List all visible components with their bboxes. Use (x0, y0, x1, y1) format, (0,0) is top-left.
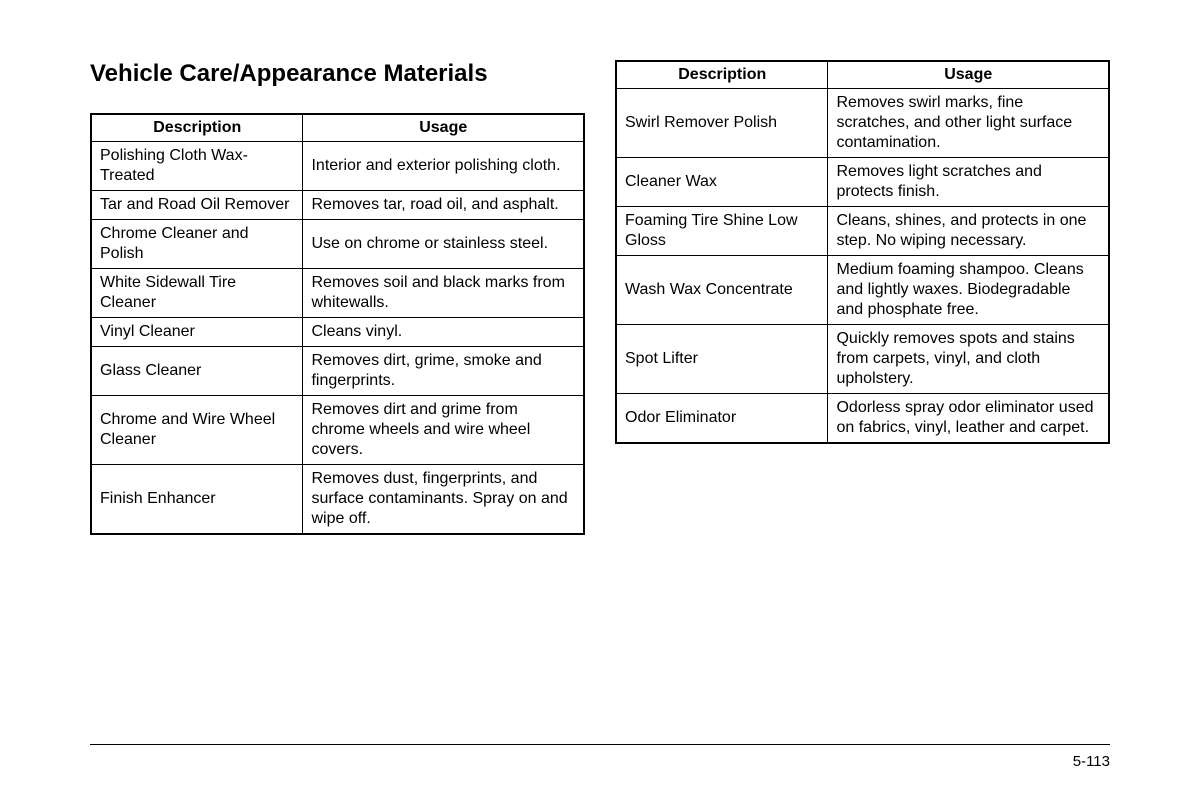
cell-description: Odor Eliminator (616, 394, 828, 444)
table-row: Glass CleanerRemoves dirt, grime, smoke … (91, 347, 584, 396)
cell-usage: Removes swirl marks, fine scratches, and… (828, 89, 1109, 158)
cell-description: Wash Wax Concentrate (616, 256, 828, 325)
cell-description: Glass Cleaner (91, 347, 303, 396)
page-title: Vehicle Care/Appearance Materials (90, 60, 585, 88)
cell-usage: Interior and exterior polishing cloth. (303, 142, 584, 191)
cell-usage: Removes dirt and grime from chrome wheel… (303, 396, 584, 465)
table-row: Tar and Road Oil RemoverRemoves tar, roa… (91, 191, 584, 220)
right-column: Description Usage Swirl Remover PolishRe… (615, 60, 1110, 535)
materials-table-1: Description Usage Polishing Cloth Wax-Tr… (90, 113, 585, 535)
cell-description: Cleaner Wax (616, 158, 828, 207)
cell-description: Chrome and Wire Wheel Cleaner (91, 396, 303, 465)
cell-usage: Removes dust, fingerprints, and surface … (303, 465, 584, 535)
cell-usage: Use on chrome or stainless steel. (303, 220, 584, 269)
table-row: Finish EnhancerRemoves dust, fingerprint… (91, 465, 584, 535)
page-footer: 5-113 (90, 744, 1110, 770)
cell-usage: Cleans vinyl. (303, 318, 584, 347)
cell-usage: Odorless spray odor eliminator used on f… (828, 394, 1109, 444)
header-usage: Usage (303, 114, 584, 142)
table-row: White Sidewall Tire CleanerRemoves soil … (91, 269, 584, 318)
cell-usage: Medium foaming shampoo. Cleans and light… (828, 256, 1109, 325)
header-usage: Usage (828, 61, 1109, 89)
cell-description: Finish Enhancer (91, 465, 303, 535)
table-row: Spot LifterQuickly removes spots and sta… (616, 325, 1109, 394)
cell-usage: Removes tar, road oil, and asphalt. (303, 191, 584, 220)
cell-description: Swirl Remover Polish (616, 89, 828, 158)
footer-divider (90, 744, 1110, 745)
cell-usage: Quickly removes spots and stains from ca… (828, 325, 1109, 394)
table-row: Wash Wax ConcentrateMedium foaming shamp… (616, 256, 1109, 325)
table-row: Vinyl CleanerCleans vinyl. (91, 318, 584, 347)
cell-description: Polishing Cloth Wax-Treated (91, 142, 303, 191)
cell-description: Tar and Road Oil Remover (91, 191, 303, 220)
cell-description: Chrome Cleaner and Polish (91, 220, 303, 269)
materials-table-2: Description Usage Swirl Remover PolishRe… (615, 60, 1110, 444)
table-row: Swirl Remover PolishRemoves swirl marks,… (616, 89, 1109, 158)
table-row: Foaming Tire Shine Low GlossCleans, shin… (616, 207, 1109, 256)
table-header-row: Description Usage (616, 61, 1109, 89)
table-header-row: Description Usage (91, 114, 584, 142)
left-column: Vehicle Care/Appearance Materials Descri… (90, 60, 585, 535)
table-row: Chrome and Wire Wheel CleanerRemoves dir… (91, 396, 584, 465)
header-description: Description (616, 61, 828, 89)
cell-usage: Removes soil and black marks from whitew… (303, 269, 584, 318)
table-row: Cleaner WaxRemoves light scratches and p… (616, 158, 1109, 207)
page-number: 5-113 (90, 753, 1110, 770)
cell-description: Foaming Tire Shine Low Gloss (616, 207, 828, 256)
table-row: Odor EliminatorOdorless spray odor elimi… (616, 394, 1109, 444)
cell-usage: Removes light scratches and protects fin… (828, 158, 1109, 207)
header-description: Description (91, 114, 303, 142)
cell-description: Spot Lifter (616, 325, 828, 394)
cell-description: White Sidewall Tire Cleaner (91, 269, 303, 318)
table-row: Chrome Cleaner and PolishUse on chrome o… (91, 220, 584, 269)
cell-usage: Removes dirt, grime, smoke and fingerpri… (303, 347, 584, 396)
table-row: Polishing Cloth Wax-TreatedInterior and … (91, 142, 584, 191)
cell-description: Vinyl Cleaner (91, 318, 303, 347)
cell-usage: Cleans, shines, and protects in one step… (828, 207, 1109, 256)
